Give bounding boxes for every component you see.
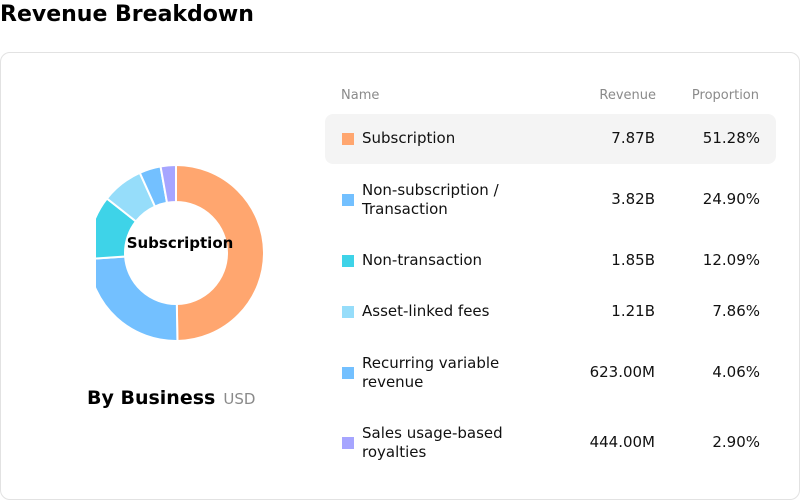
table-row-subscription[interactable]: Subscription 7.87B 51.28%: [325, 114, 776, 164]
row-name: Non-transaction: [362, 251, 483, 269]
row-revenue: 444.00M: [589, 433, 655, 451]
legend-swatch: [342, 133, 354, 145]
revenue-card: Subscription By Business USD Name Revenu…: [0, 52, 800, 500]
donut-slice-0[interactable]: [175, 165, 264, 341]
table-row-non-transaction[interactable]: Non-transaction 1.85B 12.09%: [325, 236, 776, 286]
page-title: Revenue Breakdown: [0, 2, 254, 27]
row-name: Subscription: [362, 129, 456, 147]
legend-swatch: [342, 194, 354, 206]
donut-center-label: Subscription: [126, 234, 234, 252]
row-proportion: 7.86%: [712, 302, 760, 320]
row-revenue: 3.82B: [611, 190, 655, 208]
row-name: Sales usage-based royalties: [362, 424, 503, 461]
donut-chart: Subscription: [96, 165, 264, 341]
column-header-name: Name: [341, 88, 380, 103]
row-proportion: 2.90%: [712, 433, 760, 451]
legend-swatch: [342, 306, 354, 318]
currency-unit: USD: [223, 390, 256, 408]
chart-title: By Business: [87, 387, 216, 409]
table-row-sales-usage-based-royalties[interactable]: Sales usage-based royalties 444.00M 2.90…: [325, 418, 776, 468]
row-name: Non-subscription / Transaction: [362, 181, 499, 218]
row-revenue: 7.87B: [611, 129, 655, 147]
row-proportion: 51.28%: [702, 129, 760, 147]
donut-slice-5[interactable]: [159, 165, 177, 204]
table-row-asset-linked-fees[interactable]: Asset-linked fees 1.21B 7.86%: [325, 287, 776, 337]
row-revenue: 1.85B: [611, 251, 655, 269]
row-proportion: 24.90%: [702, 190, 760, 208]
column-header-revenue: Revenue: [599, 88, 656, 103]
table-row-non-subscription[interactable]: Non-subscription / Transaction 3.82B 24.…: [325, 175, 776, 225]
row-revenue: 623.00M: [589, 363, 655, 381]
legend-swatch: [342, 255, 354, 267]
row-revenue: 1.21B: [611, 302, 655, 320]
donut-slice-1[interactable]: [96, 255, 179, 341]
donut-svg: [96, 165, 264, 341]
table-header: Name Revenue Proportion: [341, 88, 761, 108]
row-name: Recurring variable revenue: [362, 354, 500, 391]
legend-swatch: [342, 437, 354, 449]
column-header-proportion: Proportion: [691, 88, 759, 103]
row-name: Asset-linked fees: [362, 302, 490, 320]
chart-caption: By Business USD: [87, 387, 255, 409]
row-proportion: 12.09%: [702, 251, 760, 269]
table-row-recurring-variable-revenue[interactable]: Recurring variable revenue 623.00M 4.06%: [325, 348, 776, 398]
row-proportion: 4.06%: [712, 363, 760, 381]
legend-swatch: [342, 367, 354, 379]
